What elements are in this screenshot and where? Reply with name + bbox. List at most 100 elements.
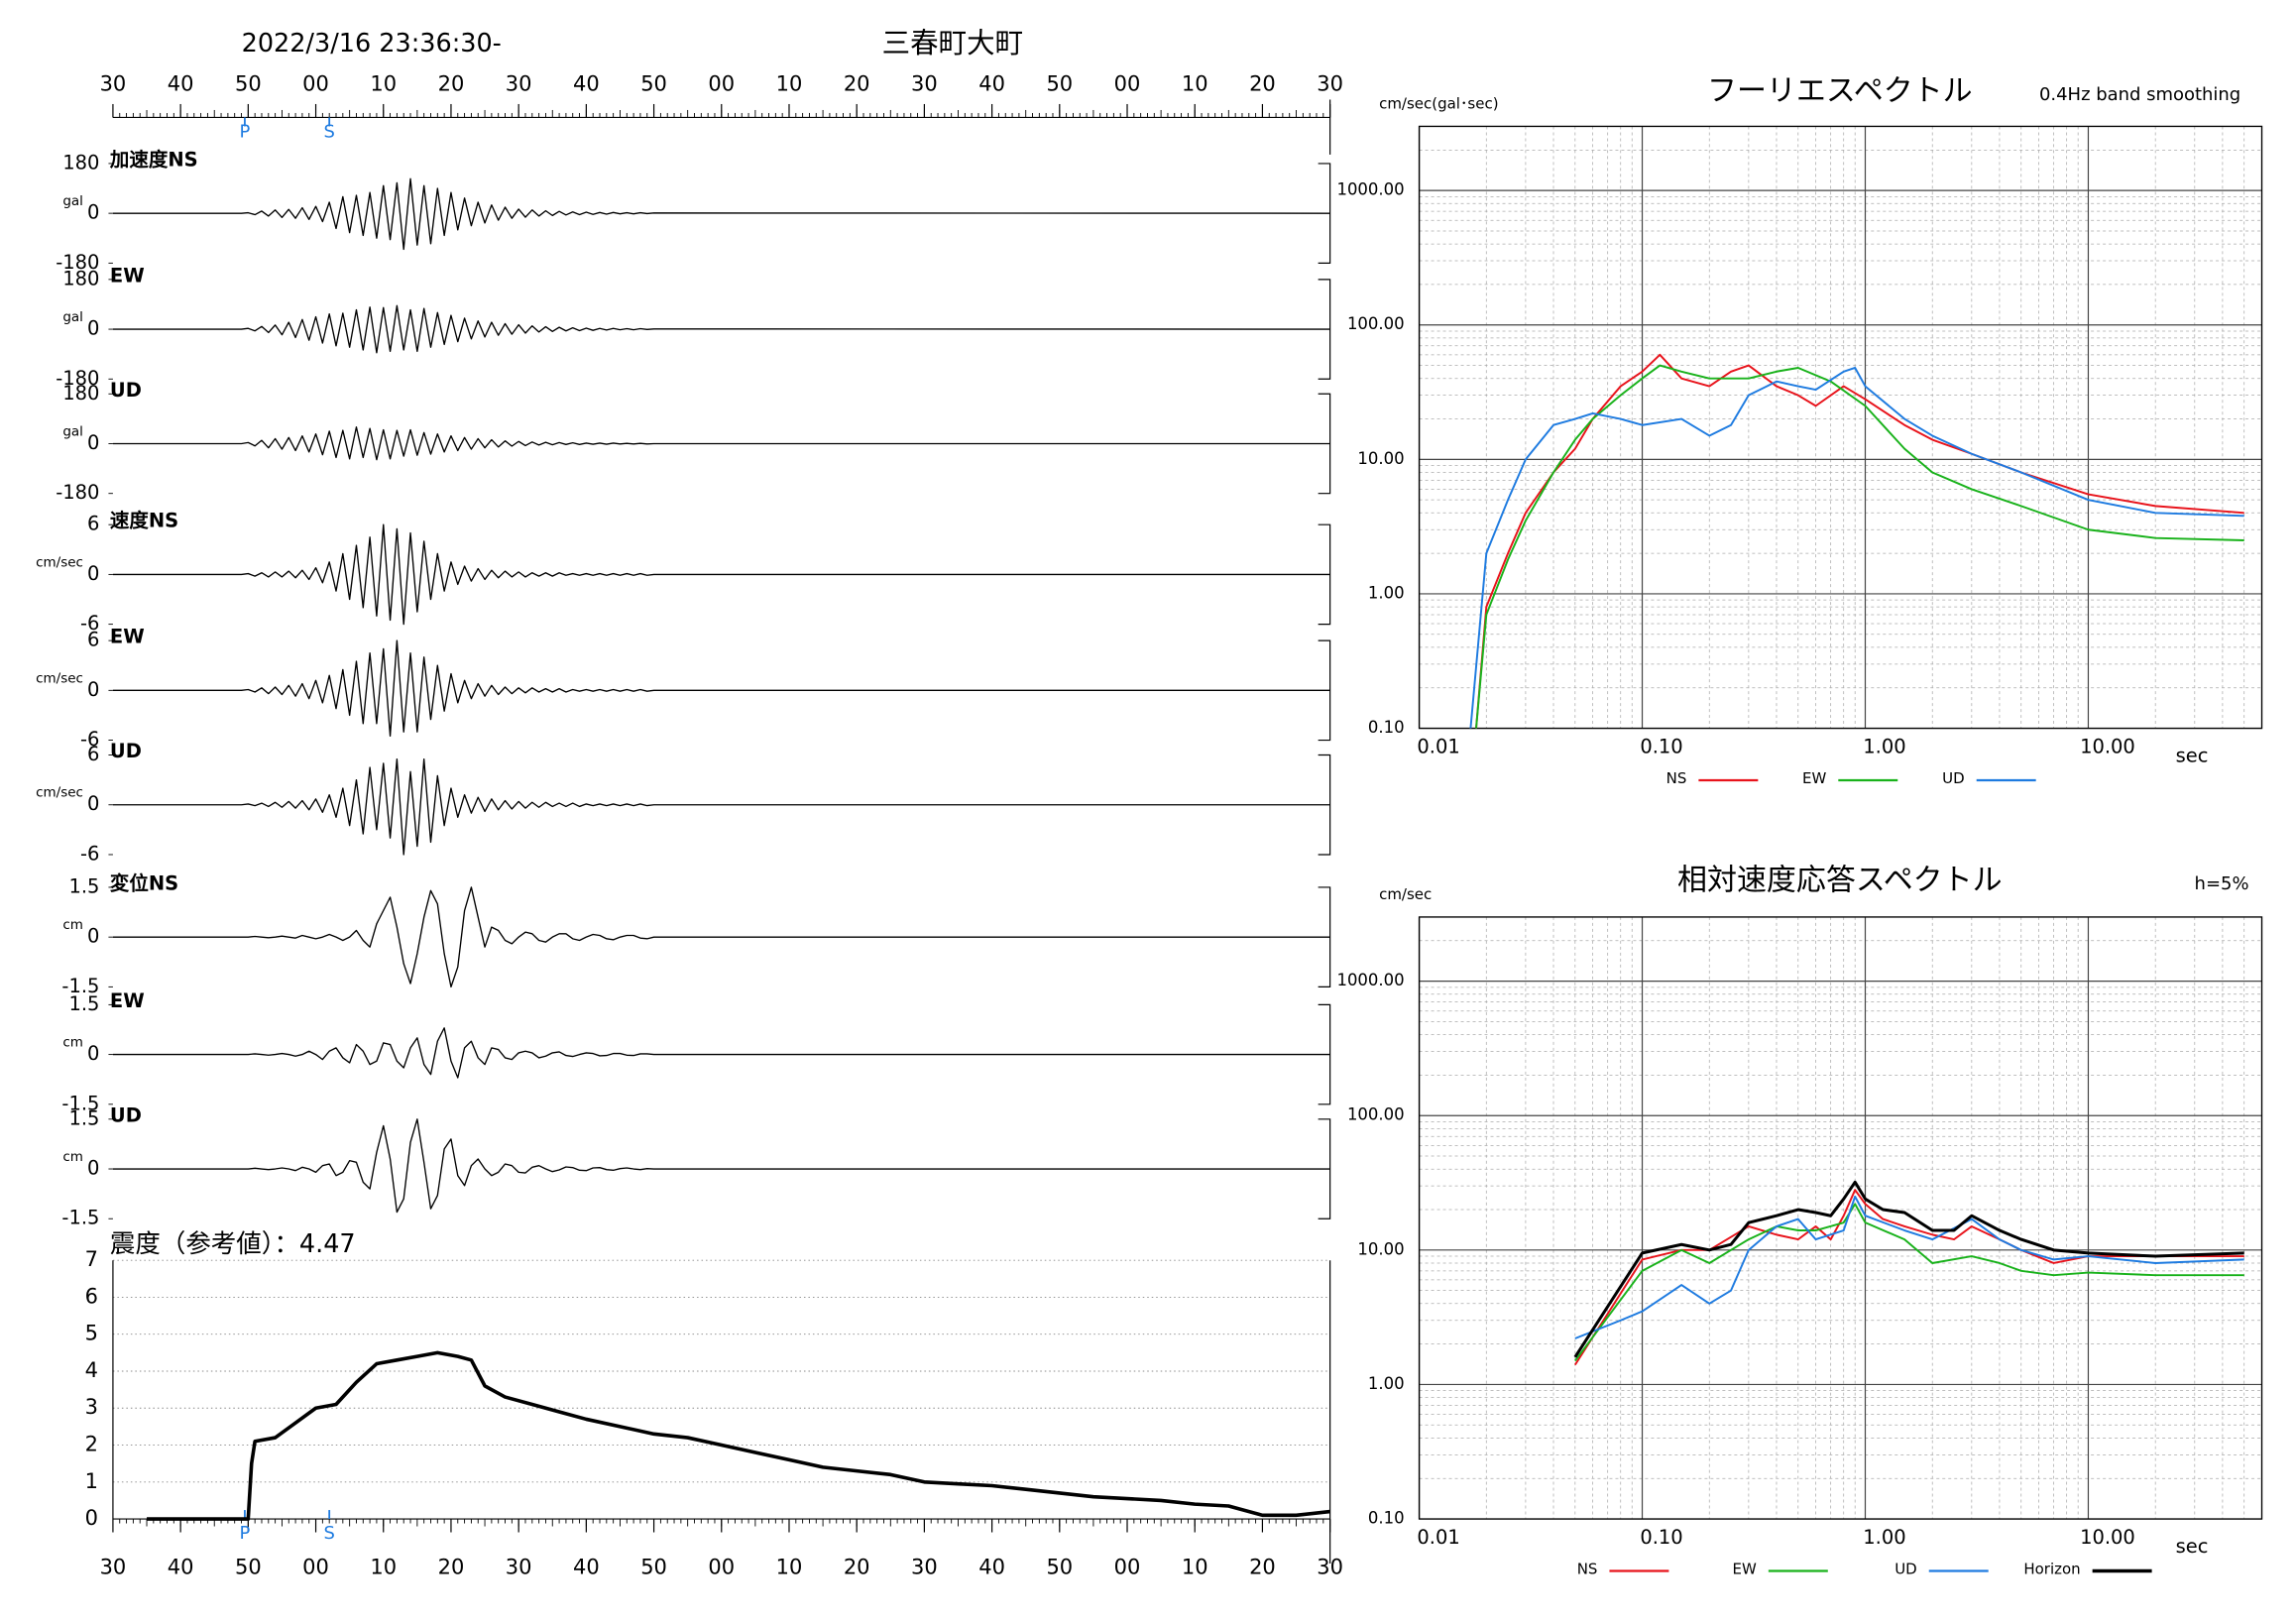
spectrum-line [1469,367,2244,729]
spectrum-line [1475,364,2244,729]
unit-label: gal [62,309,83,325]
spectrum-line [1574,1195,2244,1339]
y-tick-label: -6 [80,612,99,635]
spectrum-line [1475,353,2244,729]
x-tick-label: 50 [1046,1556,1073,1579]
x-tick-label: 40 [573,1556,600,1579]
x-tick-label: 20 [1249,71,1276,95]
x-unit: sec [2176,745,2209,767]
chart-title: 震度（参考値）：4.47 [110,1229,356,1259]
y-tick-label: 7 [85,1247,98,1271]
x-tick-label: 50 [1046,71,1073,95]
chart-subtitle: h=5% [2195,873,2249,894]
x-tick-label: 30 [506,71,532,95]
legend-label: NS [1577,1561,1598,1578]
y-tick-label: 10.00 [1357,449,1404,468]
waveform [112,886,1330,988]
waveform [112,1027,1330,1079]
chart-title: 相対速度応答スペクトル [1677,863,2003,897]
x-tick-label: 50 [235,71,262,95]
y-tick-label: 1.5 [68,874,99,897]
y-tick-label: -1.5 [61,975,99,997]
x-tick-label: 30 [100,1556,127,1579]
plot-frame [1418,125,2263,730]
x-tick-label: 40 [168,1556,194,1579]
unit-label: gal [62,423,83,439]
x-tick-label: 30 [1317,1556,1343,1579]
x-tick-label: 50 [235,1556,262,1579]
waveform [112,426,1330,461]
x-tick-label: 10 [370,1556,397,1579]
y-tick-label: 0.10 [1368,1509,1405,1528]
y-tick-label: 1.00 [1368,1374,1405,1393]
x-tick-label: 00 [1114,71,1141,95]
y-tick-label: 0 [87,792,99,815]
unit-label: cm/sec [36,785,83,801]
y-tick-label: 0 [87,201,99,224]
x-tick-label: 20 [844,71,870,95]
y-tick-label: 2 [85,1433,98,1456]
y-tick-label: 100.00 [1347,314,1405,333]
y-tick-label: -180 [56,367,99,390]
y-tick-label: -180 [56,251,99,274]
x-tick-label: 10.00 [2080,1526,2135,1549]
x-tick-label: 50 [640,71,667,95]
x-tick-label: 30 [100,71,127,95]
x-tick-label: 40 [978,1556,1005,1579]
x-tick-label: 30 [911,1556,938,1579]
panel-label: UD [110,1103,142,1126]
chart-title: フーリエスペクトル [1707,73,1973,108]
panel-label: UD [110,379,142,402]
x-tick-label: 0.10 [1640,1526,1682,1549]
x-tick-label: 40 [573,71,600,95]
x-tick-label: 0.10 [1640,736,1682,758]
y-tick-label: 0 [87,1157,99,1180]
x-tick-label: 20 [438,71,465,95]
phase-label: P [240,121,251,142]
y-tick-label: 6 [87,629,99,651]
chart-subtitle: 0.4Hz band smoothing [2039,84,2240,105]
intensity-line [147,1350,1330,1521]
y-tick-label: 0 [87,678,99,701]
legend-label: NS [1666,769,1687,787]
x-tick-label: 00 [708,71,735,95]
x-unit: sec [2176,1535,2209,1558]
y-tick-label: 1.5 [68,1106,99,1129]
y-tick-label: 0 [87,431,99,454]
x-tick-label: 00 [302,71,329,95]
legend-label: EW [1802,769,1826,787]
waveform [112,1118,1330,1214]
x-tick-label: 20 [438,1556,465,1579]
y-tick-label: 0 [87,925,99,948]
x-tick-label: 50 [640,1556,667,1579]
y-tick-label: 3 [85,1395,98,1419]
y-tick-label: 0 [85,1506,98,1530]
y-tick-label: 1 [85,1469,98,1493]
chart-title: 2022/3/16 23:36:30- [242,29,502,58]
x-tick-label: 10 [1182,1556,1208,1579]
y-tick-label: 6 [85,1284,98,1308]
y-tick-label: -6 [80,728,99,751]
panel-bracket [1318,279,1331,380]
y-tick-label: 180 [62,382,99,405]
spectrum-line [1573,1180,2244,1358]
y-tick-label: 0 [87,317,99,340]
panel-label: 速度NS [110,510,178,532]
x-tick-label: 00 [302,1556,329,1579]
y-tick-label: 10.00 [1357,1239,1404,1258]
y-tick-label: 1.00 [1368,583,1405,602]
y-tick-label: 180 [62,151,99,174]
x-tick-label: 0.01 [1417,736,1459,758]
x-tick-label: 00 [708,1556,735,1579]
x-tick-label: 1.00 [1863,736,1905,758]
panel-label: 変位NS [110,871,178,894]
legend-label: UD [1894,1561,1917,1578]
y-tick-label: -1.5 [61,1207,99,1229]
y-tick-label: 1000.00 [1336,971,1404,989]
x-tick-label: 10 [370,71,397,95]
phase-label: P [240,1523,251,1544]
waveform [112,177,1330,251]
waveform [112,758,1330,856]
